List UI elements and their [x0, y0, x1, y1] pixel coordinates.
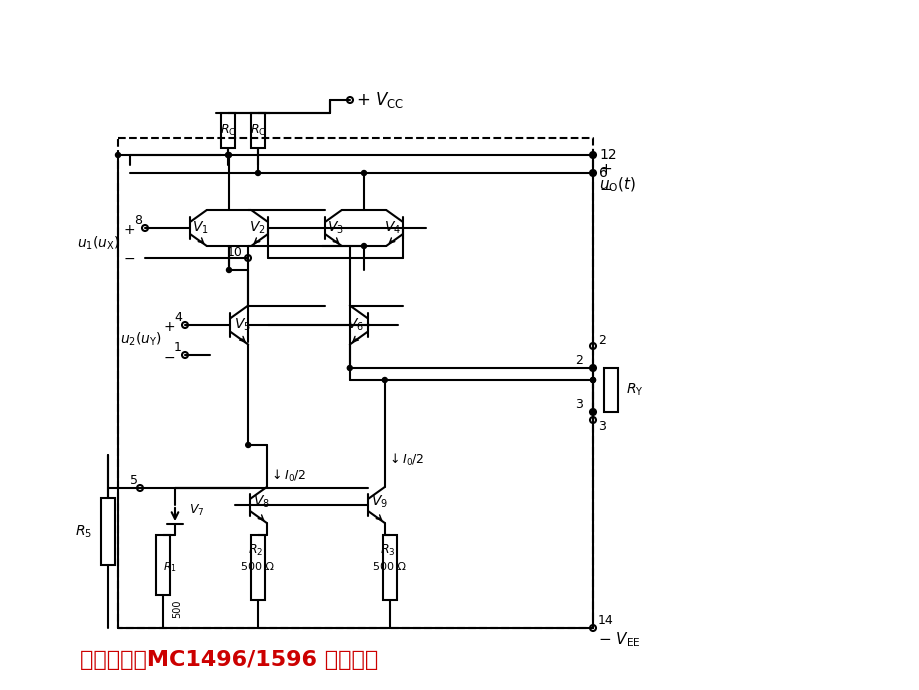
Text: $V_3$: $V_3$ [326, 220, 344, 236]
Text: $-$: $-$ [123, 251, 135, 265]
Text: $R_{\rm C}$: $R_{\rm C}$ [250, 123, 266, 138]
Text: $V_5$: $V_5$ [233, 317, 251, 333]
Bar [382, 535, 397, 600]
Text: $V_7$: $V_7$ [188, 502, 204, 518]
Text: $V_8$: $V_8$ [253, 494, 269, 510]
Circle shape [225, 152, 231, 157]
Bar [604, 368, 618, 412]
Text: $V_4$: $V_4$ [383, 220, 401, 236]
Text: $-$: $-$ [598, 179, 611, 195]
Text: 14: 14 [597, 613, 613, 627]
Text: 500: 500 [172, 600, 182, 618]
Text: 虚线框内为MC1496/1596 内部电路: 虚线框内为MC1496/1596 内部电路 [80, 650, 378, 670]
Text: $R_2$: $R_2$ [248, 543, 264, 558]
Text: 1: 1 [174, 340, 182, 353]
Text: $+$: $+$ [163, 320, 175, 334]
Circle shape [590, 377, 595, 382]
Text: 6: 6 [598, 166, 607, 180]
Text: 8: 8 [134, 213, 142, 226]
Text: 500 Ω: 500 Ω [373, 562, 406, 573]
Text: 12: 12 [598, 148, 616, 162]
Circle shape [590, 366, 595, 371]
Bar [251, 113, 265, 148]
Text: $R_{\rm C}$: $R_{\rm C}$ [220, 123, 236, 138]
Circle shape [590, 170, 595, 175]
Text: $R_3$: $R_3$ [380, 543, 395, 558]
Circle shape [590, 409, 595, 415]
Bar [101, 498, 115, 565]
Text: $V_9$: $V_9$ [370, 494, 388, 510]
Text: $\downarrow I_0/2$: $\downarrow I_0/2$ [268, 468, 306, 484]
Circle shape [361, 170, 366, 175]
Text: 3: 3 [574, 397, 583, 411]
Circle shape [245, 442, 250, 448]
Text: 500 Ω: 500 Ω [241, 562, 274, 573]
Text: $R_5$: $R_5$ [74, 523, 92, 540]
Circle shape [590, 377, 595, 382]
Text: 4: 4 [174, 310, 182, 324]
Text: $V_1$: $V_1$ [192, 220, 209, 236]
Text: 10: 10 [227, 246, 243, 259]
Text: 5: 5 [130, 473, 138, 486]
Circle shape [255, 170, 260, 175]
Text: $-\ V_{\rm EE}$: $-\ V_{\rm EE}$ [597, 631, 641, 649]
Circle shape [226, 152, 232, 157]
Text: $+\ V_{\rm CC}$: $+\ V_{\rm CC}$ [356, 90, 403, 110]
Text: $V_6$: $V_6$ [346, 317, 364, 333]
Text: $u_2(u_{\rm Y})$: $u_2(u_{\rm Y})$ [119, 331, 162, 348]
Circle shape [226, 268, 232, 273]
Text: 2: 2 [597, 333, 606, 346]
Circle shape [116, 152, 120, 157]
Circle shape [590, 152, 595, 157]
Text: $V_2$: $V_2$ [249, 220, 266, 236]
Text: $R_{\rm Y}$: $R_{\rm Y}$ [625, 382, 643, 398]
Bar [156, 535, 170, 595]
Text: 3: 3 [597, 420, 606, 433]
Circle shape [361, 244, 366, 248]
Text: $+$: $+$ [598, 161, 611, 177]
Circle shape [382, 377, 387, 382]
Bar [251, 535, 265, 600]
Text: $u_1(u_{\rm X})$: $u_1(u_{\rm X})$ [77, 235, 119, 252]
Text: $-$: $-$ [163, 350, 175, 364]
Text: $\downarrow I_0/2$: $\downarrow I_0/2$ [386, 452, 424, 468]
Text: $+$: $+$ [123, 223, 135, 237]
Text: 2: 2 [574, 353, 583, 366]
Bar [221, 113, 234, 148]
Text: $R_1$: $R_1$ [163, 560, 176, 574]
Text: $u_{\rm O}(t)$: $u_{\rm O}(t)$ [598, 176, 635, 194]
Circle shape [347, 366, 352, 371]
